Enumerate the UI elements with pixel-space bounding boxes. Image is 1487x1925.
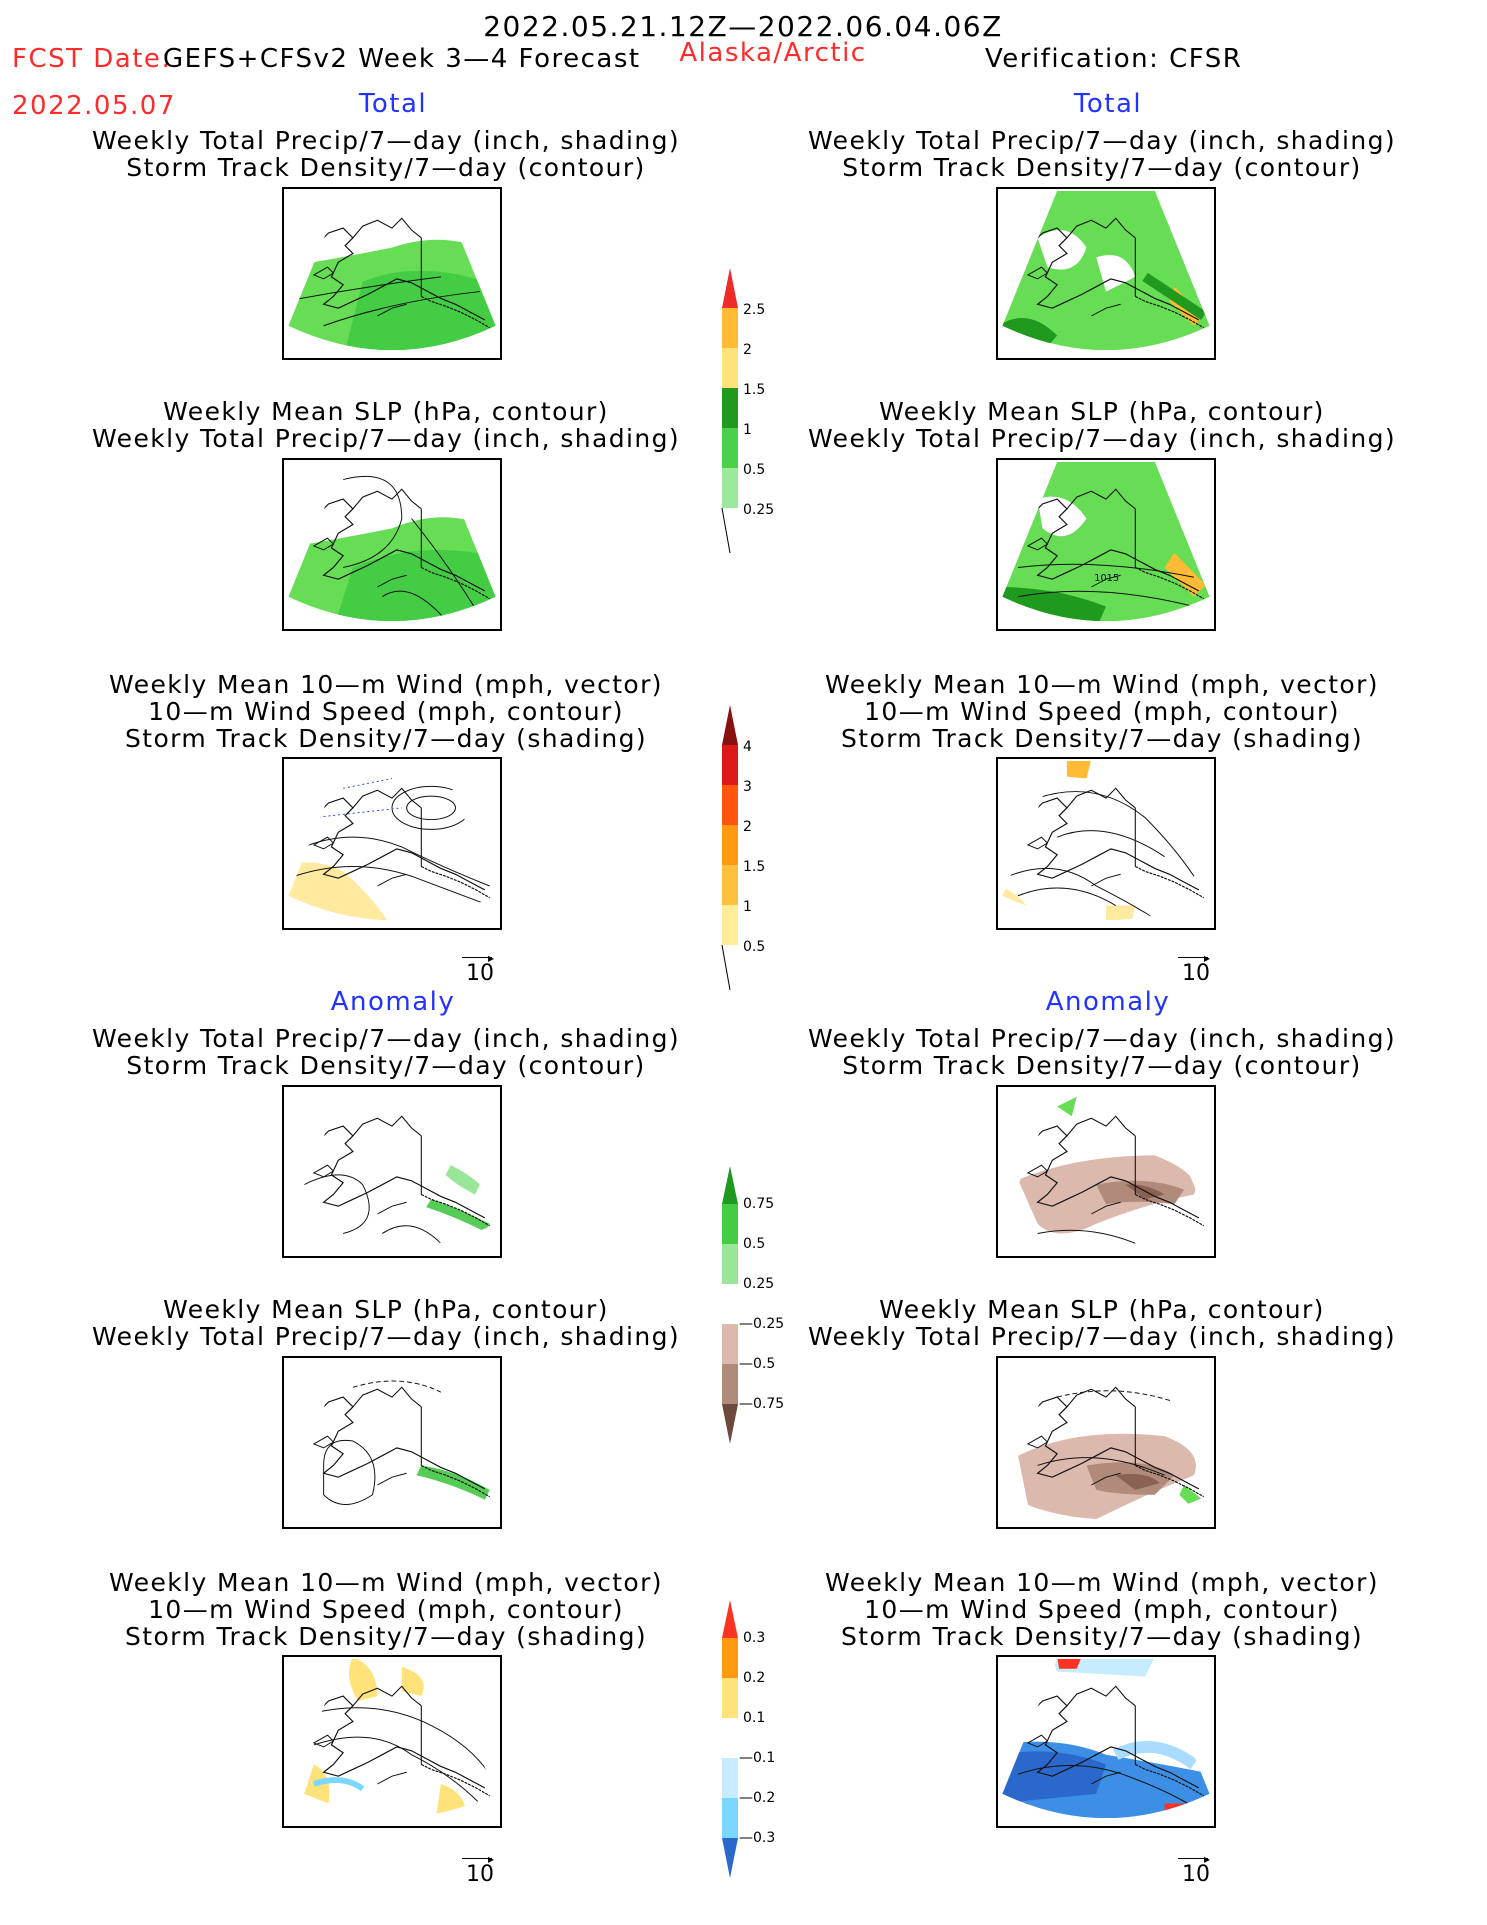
cb-storm-anom-tick: 0.3	[743, 1630, 766, 1646]
cb-storm-anom-tick: 0.1	[743, 1710, 766, 1726]
cb-storm-anom-tick: —0.1	[739, 1750, 776, 1766]
cb-precip-anom-tick: —0.75	[739, 1396, 785, 1412]
fcst-date: 2022.05.07	[12, 91, 176, 121]
map-slp-precip-anom-cfsr	[996, 1356, 1216, 1529]
cb-precip-anom-tick: 0.5	[743, 1236, 766, 1252]
cb-storm-anom-tick: —0.3	[739, 1830, 776, 1846]
title-wind-anom-right: Weekly Mean 10—m Wind (mph, vector) 10—m …	[825, 1568, 1379, 1651]
cb-precip-anom-tick: —0.25	[739, 1316, 785, 1332]
title-precip-storm-total-left: Weekly Total Precip/7—day (inch, shading…	[92, 126, 680, 182]
title-precip-storm-anom-right: Weekly Total Precip/7—day (inch, shading…	[808, 1024, 1396, 1080]
vector-ref-total-right: ▸ 10	[1178, 951, 1210, 985]
map-precip-storm-total-fcst	[282, 187, 502, 360]
cb-precip-total-tick: 1.5	[743, 382, 766, 398]
cb-precip-total-tick: 2.5	[743, 302, 766, 318]
title-slp-precip-anom-right: Weekly Mean SLP (hPa, contour) Weekly Tot…	[808, 1295, 1396, 1351]
colorbar-storm-total	[720, 705, 740, 995]
vector-ref-anom-left: ▸ 10	[462, 1852, 494, 1886]
cb-storm-anom-tick: 0.2	[743, 1670, 766, 1686]
map-slp-precip-total-cfsr: 1015	[996, 458, 1216, 631]
section-total-right: Total	[1073, 89, 1143, 119]
product-title: GEFS+CFSv2 Week 3—4 Forecast	[163, 44, 641, 74]
cb-precip-anom-tick: 0.75	[743, 1196, 775, 1212]
cb-precip-total-tick: 0.5	[743, 462, 766, 478]
valid-period: 2022.05.21.12Z—2022.06.04.06Z	[483, 10, 1003, 43]
map-precip-storm-total-cfsr	[996, 187, 1216, 360]
map-precip-storm-anom-fcst	[282, 1085, 502, 1258]
cb-storm-total-tick: 1	[743, 899, 752, 915]
cb-precip-total-tick: 1	[743, 422, 752, 438]
map-wind-total-cfsr	[996, 757, 1216, 930]
map-wind-anom-fcst	[282, 1655, 502, 1828]
colorbar-storm-anom	[720, 1600, 740, 1882]
map-wind-anom-cfsr	[996, 1655, 1216, 1828]
section-total-left: Total	[358, 89, 428, 119]
vector-ref-total-left: ▸ 10	[462, 951, 494, 985]
title-precip-storm-total-right: Weekly Total Precip/7—day (inch, shading…	[808, 126, 1396, 182]
title-slp-precip-total-right: Weekly Mean SLP (hPa, contour) Weekly Tot…	[808, 397, 1396, 453]
title-wind-anom-left: Weekly Mean 10—m Wind (mph, vector) 10—m …	[109, 1568, 663, 1651]
cb-storm-total-tick: 2	[743, 819, 752, 835]
colorbar-precip-anom	[720, 1166, 740, 1448]
map-precip-storm-anom-cfsr	[996, 1085, 1216, 1258]
title-slp-precip-total-left: Weekly Mean SLP (hPa, contour) Weekly Tot…	[92, 397, 680, 453]
region-title: Alaska/Arctic	[679, 38, 867, 68]
cb-storm-total-tick: 4	[743, 739, 752, 755]
section-anomaly-left: Anomaly	[330, 987, 456, 1017]
cb-precip-anom-tick: 0.25	[743, 1276, 775, 1292]
cb-storm-total-tick: 0.5	[743, 939, 766, 955]
vector-ref-anom-right: ▸ 10	[1178, 1852, 1210, 1886]
cb-storm-total-tick: 3	[743, 779, 752, 795]
cb-precip-total-tick: 2	[743, 342, 752, 358]
fcst-date-label: FCST Date:	[12, 44, 172, 74]
map-wind-total-fcst	[282, 757, 502, 930]
section-anomaly-right: Anomaly	[1045, 987, 1171, 1017]
cb-storm-total-tick: 1.5	[743, 859, 766, 875]
verification-title: Verification: CFSR	[985, 44, 1243, 74]
map-slp-precip-total-fcst	[282, 458, 502, 631]
cb-precip-anom-tick: —0.5	[739, 1356, 776, 1372]
cb-storm-anom-tick: —0.2	[739, 1790, 776, 1806]
cb-precip-total-tick: 0.25	[743, 502, 775, 518]
map-slp-precip-anom-fcst	[282, 1356, 502, 1529]
title-slp-precip-anom-left: Weekly Mean SLP (hPa, contour) Weekly Tot…	[92, 1295, 680, 1351]
title-precip-storm-anom-left: Weekly Total Precip/7—day (inch, shading…	[92, 1024, 680, 1080]
title-wind-total-left: Weekly Mean 10—m Wind (mph, vector) 10—m …	[109, 670, 663, 753]
title-wind-total-right: Weekly Mean 10—m Wind (mph, vector) 10—m …	[825, 670, 1379, 753]
colorbar-precip-total	[720, 268, 740, 558]
